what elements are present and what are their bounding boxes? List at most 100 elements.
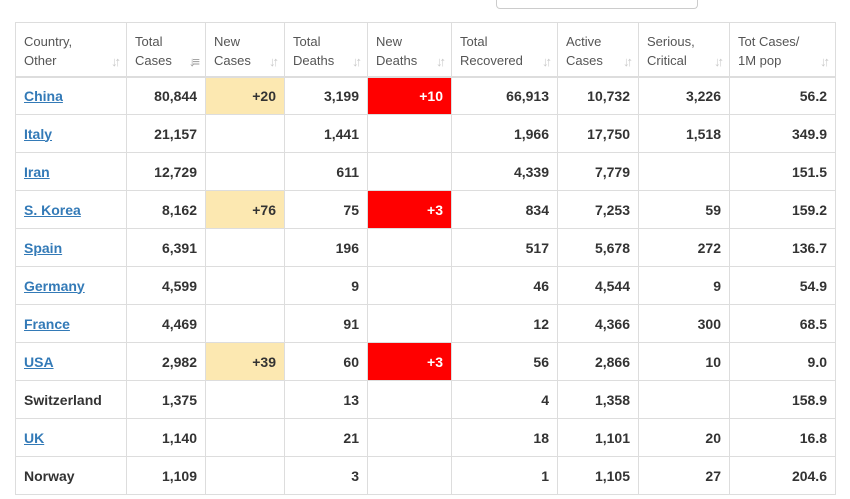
column-header-total-deaths[interactable]: Total Deaths ↓↑ bbox=[284, 22, 368, 78]
new-cases-cell bbox=[205, 304, 285, 343]
country-cell: Italy bbox=[15, 114, 127, 153]
new-deaths-cell bbox=[367, 380, 452, 419]
country-label: Switzerland bbox=[24, 391, 102, 408]
new-deaths-cell bbox=[367, 228, 452, 267]
total-cases-cell: 8,162 bbox=[126, 190, 206, 229]
table-row: USA 2,982 +39 60 +3 56 2,866 10 9.0 bbox=[15, 342, 836, 381]
new-cases-cell bbox=[205, 266, 285, 305]
country-link[interactable]: China bbox=[24, 87, 63, 104]
sort-arrows-icon[interactable]: ↓↑ bbox=[623, 54, 633, 69]
column-header-new-cases[interactable]: New Cases ↓↑ bbox=[205, 22, 285, 78]
serious-critical-cell: 20 bbox=[638, 418, 730, 457]
country-link[interactable]: Iran bbox=[24, 163, 50, 180]
country-link[interactable]: Spain bbox=[24, 239, 63, 256]
sort-arrows-icon[interactable]: ↓↑ bbox=[542, 54, 552, 69]
total-cases-cell: 1,140 bbox=[126, 418, 206, 457]
total-recovered-cell: 4,339 bbox=[451, 152, 558, 191]
new-cases-cell: +20 bbox=[205, 76, 285, 115]
total-cases-cell: 12,729 bbox=[126, 152, 206, 191]
new-cases-cell: +76 bbox=[205, 190, 285, 229]
column-header-line2: Other bbox=[24, 53, 57, 68]
table-row: Germany 4,599 9 46 4,544 9 54.9 bbox=[15, 266, 836, 305]
country-link[interactable]: France bbox=[24, 315, 70, 332]
search-input[interactable] bbox=[496, 0, 698, 9]
serious-critical-cell: 9 bbox=[638, 266, 730, 305]
coronavirus-stats-table: Country, Other ↓↑ Total Cases ↓≡ New Cas… bbox=[15, 22, 836, 495]
sort-arrows-icon[interactable]: ↓↑ bbox=[352, 54, 362, 69]
cases-per-1m-cell: 158.9 bbox=[729, 380, 836, 419]
column-header-line2: Cases bbox=[566, 53, 603, 68]
table-row: France 4,469 91 12 4,366 300 68.5 bbox=[15, 304, 836, 343]
new-cases-cell: +39 bbox=[205, 342, 285, 381]
new-cases-cell bbox=[205, 152, 285, 191]
column-header-line2: Deaths bbox=[376, 53, 418, 68]
total-recovered-cell: 18 bbox=[451, 418, 558, 457]
active-cases-cell: 7,779 bbox=[557, 152, 639, 191]
total-recovered-cell: 834 bbox=[451, 190, 558, 229]
column-header-cases-per-1m[interactable]: Tot Cases/ 1M pop ↓↑ bbox=[729, 22, 836, 78]
column-header-line2: Recovered bbox=[460, 53, 523, 68]
sort-arrows-icon[interactable]: ↓↑ bbox=[436, 54, 446, 69]
new-cases-cell bbox=[205, 456, 285, 495]
active-cases-cell: 10,732 bbox=[557, 76, 639, 115]
column-header-line1: Total bbox=[293, 34, 321, 49]
sort-arrows-icon[interactable]: ↓↑ bbox=[269, 54, 279, 69]
active-cases-cell: 17,750 bbox=[557, 114, 639, 153]
country-cell: USA bbox=[15, 342, 127, 381]
total-recovered-cell: 4 bbox=[451, 380, 558, 419]
cases-per-1m-cell: 136.7 bbox=[729, 228, 836, 267]
column-header-line2: Deaths bbox=[293, 53, 335, 68]
column-header-line1: Active bbox=[566, 34, 602, 49]
column-header-line1: Total bbox=[460, 34, 488, 49]
country-cell: Norway bbox=[15, 456, 127, 495]
country-link[interactable]: Germany bbox=[24, 277, 85, 294]
column-header-total-recovered[interactable]: Total Recovered ↓↑ bbox=[451, 22, 558, 78]
column-header-line2: Cases bbox=[214, 53, 251, 68]
active-cases-cell: 1,105 bbox=[557, 456, 639, 495]
column-header-line1: New bbox=[376, 34, 403, 49]
total-cases-cell: 80,844 bbox=[126, 76, 206, 115]
table-row: Spain 6,391 196 517 5,678 272 136.7 bbox=[15, 228, 836, 267]
table-header: Country, Other ↓↑ Total Cases ↓≡ New Cas… bbox=[15, 22, 836, 78]
serious-critical-cell: 300 bbox=[638, 304, 730, 343]
total-cases-cell: 2,982 bbox=[126, 342, 206, 381]
sort-descending-icon[interactable]: ↓≡ bbox=[188, 54, 200, 69]
total-deaths-cell: 21 bbox=[284, 418, 368, 457]
active-cases-cell: 7,253 bbox=[557, 190, 639, 229]
country-link[interactable]: S. Korea bbox=[24, 201, 81, 218]
total-deaths-cell: 1,441 bbox=[284, 114, 368, 153]
column-header-line2: Cases bbox=[135, 53, 172, 68]
sort-arrows-icon[interactable]: ↓↑ bbox=[111, 54, 121, 69]
new-deaths-cell bbox=[367, 114, 452, 153]
column-header-line1: Tot Cases/ bbox=[738, 34, 800, 49]
new-cases-cell bbox=[205, 418, 285, 457]
total-deaths-cell: 91 bbox=[284, 304, 368, 343]
total-cases-cell: 4,469 bbox=[126, 304, 206, 343]
table-row: Norway 1,109 3 1 1,105 27 204.6 bbox=[15, 456, 836, 495]
cases-per-1m-cell: 159.2 bbox=[729, 190, 836, 229]
column-header-line1: Total bbox=[135, 34, 163, 49]
cases-per-1m-cell: 349.9 bbox=[729, 114, 836, 153]
column-header-serious-critical[interactable]: Serious, Critical ↓↑ bbox=[638, 22, 730, 78]
country-link[interactable]: USA bbox=[24, 353, 54, 370]
new-deaths-cell: +3 bbox=[367, 342, 452, 381]
total-cases-cell: 4,599 bbox=[126, 266, 206, 305]
serious-critical-cell bbox=[638, 152, 730, 191]
column-header-country[interactable]: Country, Other ↓↑ bbox=[15, 22, 127, 78]
sort-arrows-icon[interactable]: ↓↑ bbox=[820, 54, 830, 69]
cases-per-1m-cell: 54.9 bbox=[729, 266, 836, 305]
active-cases-cell: 1,101 bbox=[557, 418, 639, 457]
column-header-active-cases[interactable]: Active Cases ↓↑ bbox=[557, 22, 639, 78]
active-cases-cell: 5,678 bbox=[557, 228, 639, 267]
new-cases-cell bbox=[205, 114, 285, 153]
serious-critical-cell: 1,518 bbox=[638, 114, 730, 153]
column-header-new-deaths[interactable]: New Deaths ↓↑ bbox=[367, 22, 452, 78]
country-link[interactable]: UK bbox=[24, 429, 45, 446]
total-deaths-cell: 196 bbox=[284, 228, 368, 267]
table-row: China 80,844 +20 3,199 +10 66,913 10,732 3,226 5… bbox=[15, 76, 836, 115]
sort-arrows-icon[interactable]: ↓↑ bbox=[714, 54, 724, 69]
table-row: Italy 21,157 1,441 1,966 17,750 1,518 349.9 bbox=[15, 114, 836, 153]
serious-critical-cell: 59 bbox=[638, 190, 730, 229]
column-header-total-cases[interactable]: Total Cases ↓≡ bbox=[126, 22, 206, 78]
country-link[interactable]: Italy bbox=[24, 125, 53, 142]
